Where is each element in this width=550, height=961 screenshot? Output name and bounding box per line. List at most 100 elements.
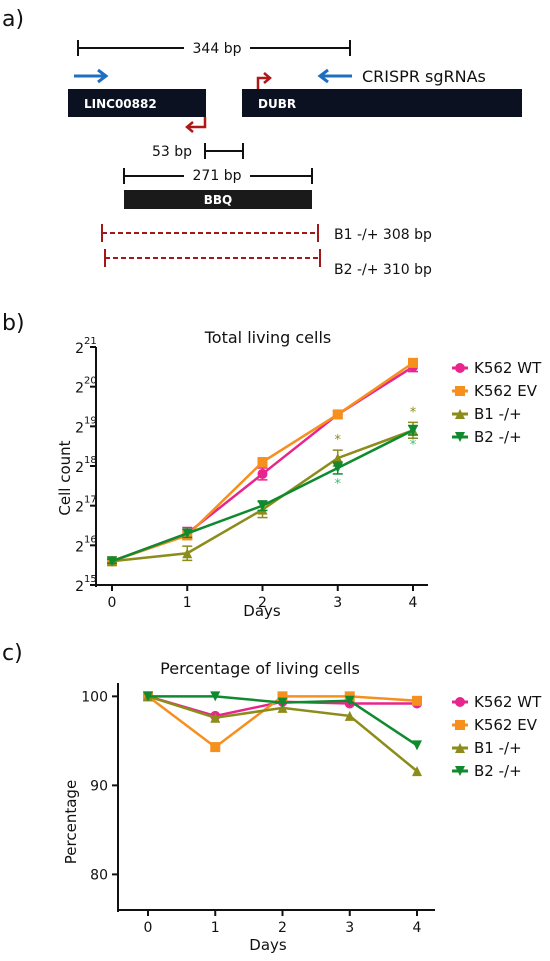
y-tick-exponent: 16 (84, 534, 97, 545)
data-point (257, 457, 268, 468)
legend-marker (455, 386, 465, 396)
legend-label: K562 WT (474, 359, 542, 377)
data-point (344, 695, 355, 706)
y-tick-label: 80 (90, 867, 108, 883)
gene-box-linc00882 (68, 89, 206, 117)
y-tick-base: 2 (75, 420, 84, 436)
data-point (210, 712, 221, 723)
gene-box-dubr (242, 89, 522, 117)
data-point (182, 528, 193, 539)
legend-label: K562 WT (474, 693, 542, 711)
x-tick-label: 0 (144, 920, 153, 936)
series-line (111, 429, 414, 563)
series-line (111, 429, 414, 563)
y-tick-label: 90 (90, 778, 108, 794)
gene-box-bbq (124, 190, 312, 209)
crispr-label: CRISPR sgRNAs (362, 67, 486, 86)
span-344bp-label-bg (184, 38, 250, 58)
panel-label-b: b) (2, 311, 25, 336)
y-tick-base: 2 (75, 500, 84, 516)
data-point (408, 357, 418, 368)
legend-label: K562 EV (474, 382, 538, 400)
y-tick-exponent: 21 (84, 336, 97, 347)
data-point (277, 697, 288, 708)
chart-b-ylabel: Cell count (56, 440, 74, 515)
x-tick-label: 4 (413, 920, 422, 936)
legend-label: K562 EV (474, 716, 538, 734)
deletion-b1 (101, 224, 319, 242)
gene-label-dubr: DUBR (258, 97, 296, 111)
chart-b-title: Total living cells (204, 328, 332, 347)
span-344bp-label: 344 bp (193, 41, 242, 57)
deletion-b2 (104, 249, 321, 267)
significance-marker: * (410, 405, 417, 420)
data-point (344, 710, 355, 721)
chart-c-xlabel: Days (249, 936, 287, 954)
y-tick-exponent: 15 (84, 574, 97, 585)
data-point (277, 691, 288, 702)
legend-label: B1 -/+ (474, 739, 522, 757)
data-point (107, 556, 117, 567)
legend-marker (455, 363, 465, 373)
y-tick-label: 100 (81, 689, 108, 705)
significance-marker: * (335, 477, 342, 492)
data-point (412, 695, 422, 706)
data-point (332, 462, 343, 473)
data-point (182, 548, 193, 559)
data-point (277, 702, 288, 713)
chart-c-plot: 80 90 100 0 1 2 3 4 (81, 683, 435, 936)
legend-marker (455, 766, 465, 776)
data-point (143, 691, 153, 702)
data-point (257, 500, 268, 511)
span-53bp-label: 53 bp (152, 144, 192, 160)
significance-marker: * (335, 433, 342, 448)
y-tick-exponent: 20 (84, 376, 97, 387)
data-point (210, 691, 221, 702)
y-tick-base: 2 (75, 579, 84, 595)
x-tick-label: 3 (345, 920, 354, 936)
x-tick-label: 0 (108, 595, 117, 611)
x-tick-label: 4 (409, 595, 418, 611)
legend-marker (455, 743, 465, 753)
dubr-promoter-arrow-icon (256, 72, 272, 90)
x-tick-label: 1 (183, 595, 192, 611)
sgrna-arrow-left-icon (317, 68, 352, 84)
legend-marker (455, 409, 465, 419)
chart-c-ylabel: Percentage (62, 780, 80, 864)
data-point (408, 425, 418, 436)
x-tick-label: 2 (278, 920, 287, 936)
panel-label-c: c) (2, 641, 23, 666)
significance-marker: * (410, 438, 417, 453)
panel-label-a: a) (2, 7, 24, 32)
span-271bp-label: 271 bp (193, 168, 242, 184)
data-point (257, 468, 268, 479)
chart-b-xlabel: Days (243, 602, 281, 620)
deletion-b2-label: B2 -/+ 310 bp (334, 262, 432, 278)
y-tick-exponent: 18 (84, 455, 97, 466)
data-point (412, 766, 422, 777)
chart-c-title: Percentage of living cells (160, 659, 360, 678)
span-271bp-label-bg (184, 165, 250, 185)
chart-c-legend: K562 WT K562 EV B1 -/+ B2 -/+ (452, 693, 542, 780)
linc00882-promoter-arrow-icon (185, 117, 207, 133)
sgrna-arrow-right-icon (74, 68, 109, 84)
legend-label: B2 -/+ (474, 428, 522, 446)
legend-label: B1 -/+ (474, 405, 522, 423)
gene-label-bbq: BBQ (204, 193, 233, 207)
y-tick-base: 2 (75, 341, 84, 357)
x-tick-label: 1 (211, 920, 220, 936)
chart-b-legend: K562 WT K562 EV B1 -/+ B2 -/+ (452, 359, 542, 446)
gene-label-linc00882: LINC00882 (84, 97, 157, 111)
chart-b-plot: 2 152 162 172 182 192 202 210 1 2 3 4**** (75, 336, 428, 611)
legend-marker (455, 697, 465, 707)
y-tick-base: 2 (75, 460, 84, 476)
legend-marker (455, 720, 465, 730)
legend-marker (455, 432, 465, 442)
deletion-b1-label: B1 -/+ 308 bp (334, 227, 432, 243)
data-point (210, 742, 221, 753)
y-tick-base: 2 (75, 381, 84, 397)
x-tick-label: 3 (333, 595, 342, 611)
x-tick-label: 2 (258, 595, 267, 611)
span-53bp (204, 143, 244, 159)
y-tick-exponent: 19 (84, 415, 97, 426)
